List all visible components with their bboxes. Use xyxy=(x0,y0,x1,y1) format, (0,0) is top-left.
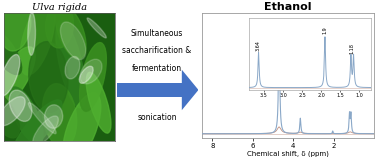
Ellipse shape xyxy=(0,28,22,75)
Ellipse shape xyxy=(0,0,31,51)
Bar xyxy=(117,83,182,97)
Ellipse shape xyxy=(12,100,62,157)
Ellipse shape xyxy=(33,116,58,146)
Ellipse shape xyxy=(29,42,68,112)
Polygon shape xyxy=(182,70,198,110)
Ellipse shape xyxy=(87,18,106,38)
Ellipse shape xyxy=(86,72,111,133)
Ellipse shape xyxy=(63,93,101,157)
Ellipse shape xyxy=(80,43,106,111)
Ellipse shape xyxy=(9,90,32,122)
Text: Simultaneous: Simultaneous xyxy=(131,29,183,38)
Ellipse shape xyxy=(0,97,25,126)
Ellipse shape xyxy=(42,84,77,147)
Title: Ulva rigida: Ulva rigida xyxy=(32,3,87,12)
Ellipse shape xyxy=(55,5,86,59)
Text: saccharification &: saccharification & xyxy=(122,46,192,55)
Ellipse shape xyxy=(80,59,102,84)
Ellipse shape xyxy=(0,54,20,96)
Ellipse shape xyxy=(45,3,74,48)
Ellipse shape xyxy=(60,22,86,60)
X-axis label: Chemical shift, δ (ppm): Chemical shift, δ (ppm) xyxy=(247,150,329,157)
Ellipse shape xyxy=(0,47,35,107)
Ellipse shape xyxy=(0,93,20,138)
Ellipse shape xyxy=(9,87,43,144)
Text: fermentation: fermentation xyxy=(132,64,182,73)
Ellipse shape xyxy=(28,13,36,55)
Ellipse shape xyxy=(28,103,56,134)
Ellipse shape xyxy=(20,2,55,75)
Text: sonication: sonication xyxy=(137,113,177,122)
Ellipse shape xyxy=(45,105,63,128)
Ellipse shape xyxy=(79,66,93,83)
Title: Ethanol: Ethanol xyxy=(265,2,312,12)
Ellipse shape xyxy=(65,57,80,79)
Ellipse shape xyxy=(56,20,85,108)
